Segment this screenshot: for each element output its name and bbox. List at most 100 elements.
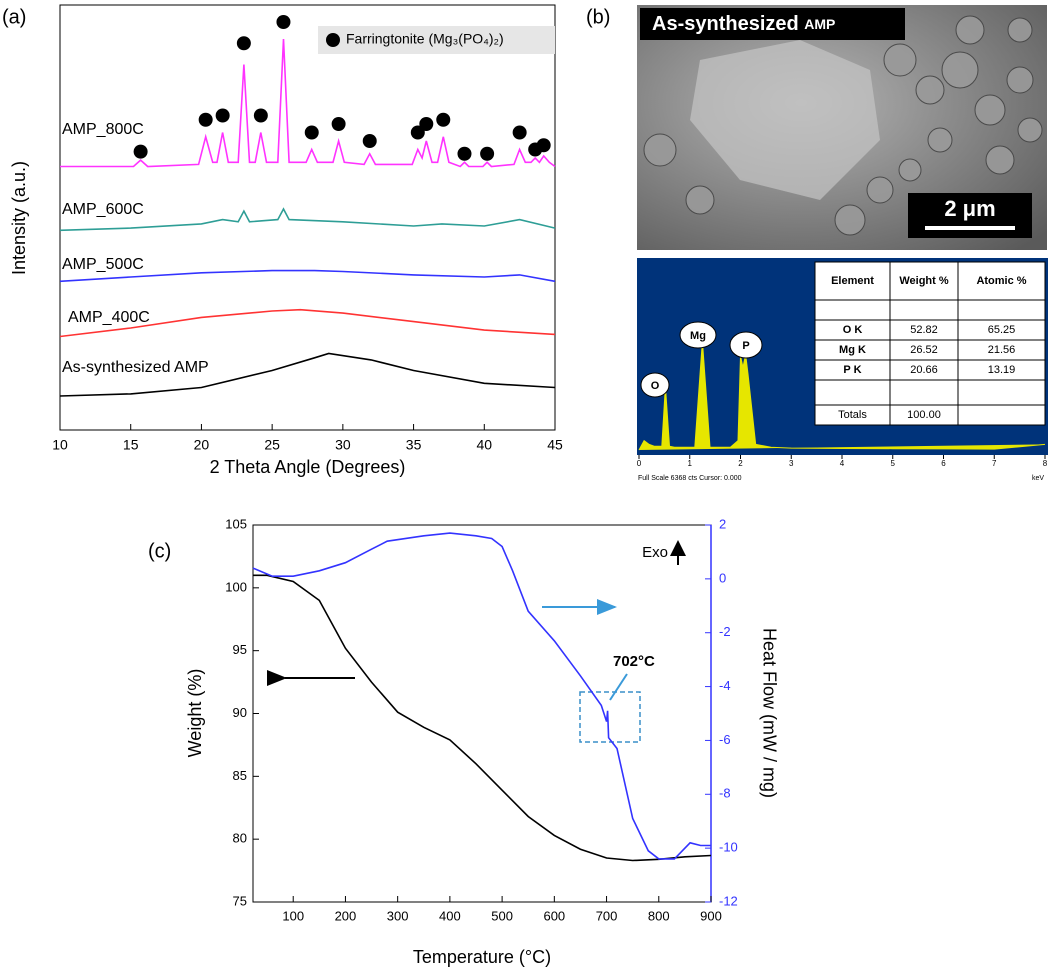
table-header: Atomic % [976, 275, 1026, 287]
y2-tick-label: -8 [719, 786, 731, 801]
y-tick-label: 95 [233, 642, 247, 657]
axis-strip [637, 455, 1048, 485]
x-tick-label: 300 [387, 908, 409, 923]
y2-axis-title: Heat Flow (mW / mg) [759, 628, 779, 798]
table-cell: 13.19 [988, 364, 1016, 376]
peak-marker [512, 125, 527, 140]
series-label: AMP_600C [62, 201, 144, 218]
plot-frame [252, 524, 712, 903]
table-cell: 21.56 [988, 344, 1016, 356]
y-tick-label: 100 [225, 579, 247, 594]
peak-marker [480, 146, 495, 161]
legend-box [318, 26, 555, 54]
heat-flow-line [252, 532, 711, 860]
y2-tick-label: -6 [719, 732, 731, 747]
y2-tick-label: 0 [719, 570, 726, 585]
y2-tick-label: -4 [719, 678, 731, 693]
x-tick-label: 45 [547, 437, 563, 453]
table-header: Weight % [899, 275, 949, 287]
peak-marker [419, 117, 434, 131]
peak-marker [436, 112, 451, 127]
peak-label: P [742, 340, 749, 352]
peak-badge [640, 372, 670, 398]
xrd-line [59, 308, 556, 338]
x-axis-title: keV [1032, 475, 1044, 482]
y2-tick-label: -2 [719, 624, 731, 639]
x-tick-label: 7 [992, 459, 997, 468]
x-tick-label: 100 [282, 908, 304, 923]
eds-table: Element Weight % Atomic % O K 52.82 65.25 Mg K… [814, 261, 1046, 426]
sem-image [637, 5, 1047, 250]
y2-tick-label: -10 [719, 840, 738, 855]
y-tick-label: 75 [233, 893, 247, 908]
x-tick-label: 20 [194, 437, 210, 453]
x-tick-label: 5 [891, 459, 896, 468]
sem-caption: As-synthesized AMP [652, 13, 835, 35]
annotation: 702°C [613, 653, 655, 670]
peak-label: O [651, 380, 660, 392]
xrd-line [60, 38, 556, 168]
weight-line [253, 574, 712, 862]
peak-marker [276, 15, 291, 29]
y-tick-label: 90 [233, 705, 247, 720]
series-label: As-synthesized AMP [62, 359, 209, 376]
x-tick-label: 1 [688, 459, 693, 468]
peak-badge [729, 331, 763, 359]
plot-frame [59, 4, 556, 431]
table-bg [814, 261, 1046, 426]
x-tick-label: 6 [941, 459, 946, 468]
peak-marker [304, 125, 319, 140]
series-label: AMP_400C [68, 309, 150, 326]
y-tick-label: 105 [225, 516, 247, 531]
arrow [609, 673, 628, 701]
peak-badge [679, 321, 717, 349]
x-tick-label: 15 [123, 437, 139, 453]
peak-marker [133, 144, 148, 159]
table-cell: O K [843, 324, 863, 336]
sem-caption-main: As-synthesized [652, 13, 799, 35]
panel-label: (b) [586, 6, 610, 28]
x-tick-label: 200 [335, 908, 357, 923]
table-cell: P K [843, 364, 861, 376]
peak-marker [362, 134, 377, 148]
series-label: AMP_800C [62, 121, 144, 138]
annotation: Exo [642, 544, 668, 561]
x-tick-label: 8 [1043, 459, 1048, 468]
legend-label: Farringtonite (Mg₃(PO₄)₂) [346, 31, 504, 47]
y-axis-title: Weight (%) [185, 669, 205, 758]
peak-marker [236, 36, 251, 51]
x-tick-label: 4 [840, 459, 845, 468]
panel-label: (c) [148, 540, 171, 562]
scale-bar-label: 2 μm [944, 196, 995, 221]
legend-marker [326, 33, 340, 47]
peak-label: Mg [690, 330, 706, 342]
x-tick-label: 2 [738, 459, 743, 468]
series-label: AMP_500C [62, 256, 144, 273]
table-cell: 65.25 [988, 324, 1016, 336]
table-cell: 100.00 [907, 409, 941, 421]
peak-marker [457, 146, 472, 161]
highlight-box [579, 691, 641, 743]
panel-label: (a) [2, 6, 26, 28]
x-tick-label: 10 [52, 437, 68, 453]
peak-marker [410, 125, 425, 140]
x-tick-label: 400 [439, 908, 461, 923]
footer: Full Scale 6368 cts Cursor: 0.000 [638, 475, 742, 482]
table-cell: 52.82 [910, 324, 938, 336]
y-tick-label: 85 [233, 768, 247, 783]
peak-marker [215, 108, 230, 123]
peak-marker [331, 117, 346, 131]
x-tick-label: 700 [596, 908, 618, 923]
table-cell: Totals [838, 409, 867, 421]
y-tick-label: 80 [233, 831, 247, 846]
sem-caption-sub: AMP [804, 16, 835, 32]
x-tick-label: 0 [637, 459, 642, 468]
x-axis-title: 2 Theta Angle (Degrees) [210, 457, 406, 477]
x-tick-label: 35 [406, 437, 422, 453]
xrd-line [59, 269, 556, 283]
table-cell: 26.52 [910, 344, 938, 356]
x-tick-label: 30 [335, 437, 351, 453]
y2-tick-label: 2 [719, 516, 726, 531]
x-axis-title: Temperature (°C) [413, 947, 551, 967]
